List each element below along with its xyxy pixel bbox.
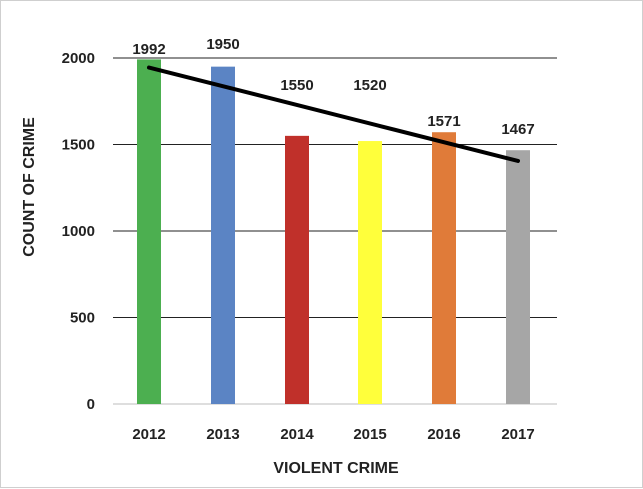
y-tick-label-500: 500 [70,310,95,327]
data-label-2014: 1550 [280,77,313,94]
x-axis-title: VIOLENT CRIME [273,460,399,477]
y-axis-title: COUNT OF CRIME [21,117,38,257]
data-label-2015: 1520 [353,77,386,94]
data-label-2017: 1467 [501,121,534,138]
bar-2013 [211,66,235,405]
x-tick-label-2012: 2012 [132,426,165,443]
y-tick-label-0: 0 [87,396,95,413]
bar-2016 [432,132,456,405]
data-label-2012: 1992 [132,41,165,58]
bar-2012 [137,59,161,404]
x-tick-label-2016: 2016 [427,426,460,443]
y-tick-label-1000: 1000 [62,223,95,240]
trendline [147,65,520,163]
data-labels: 1992 1950 1550 1520 1571 1467 [132,36,534,138]
trendline-group [147,65,520,163]
bar-2017 [506,150,530,404]
x-tick-label-2017: 2017 [501,426,534,443]
data-label-2013: 1950 [206,36,239,53]
x-tick-label-2015: 2015 [353,426,386,443]
gridlines [113,57,557,405]
x-tick-label-2014: 2014 [280,426,314,443]
bar-2014 [285,135,309,404]
bar-2015 [358,141,382,405]
x-tick-labels: 2012 2013 2014 2015 2016 2017 [132,426,534,443]
y-tick-label-1500: 1500 [62,137,95,154]
y-tick-labels: 0 500 1000 1500 2000 [62,50,95,413]
x-tick-label-2013: 2013 [206,426,239,443]
data-label-2016: 1571 [427,113,460,130]
y-tick-label-2000: 2000 [62,50,95,67]
bars [137,59,530,405]
